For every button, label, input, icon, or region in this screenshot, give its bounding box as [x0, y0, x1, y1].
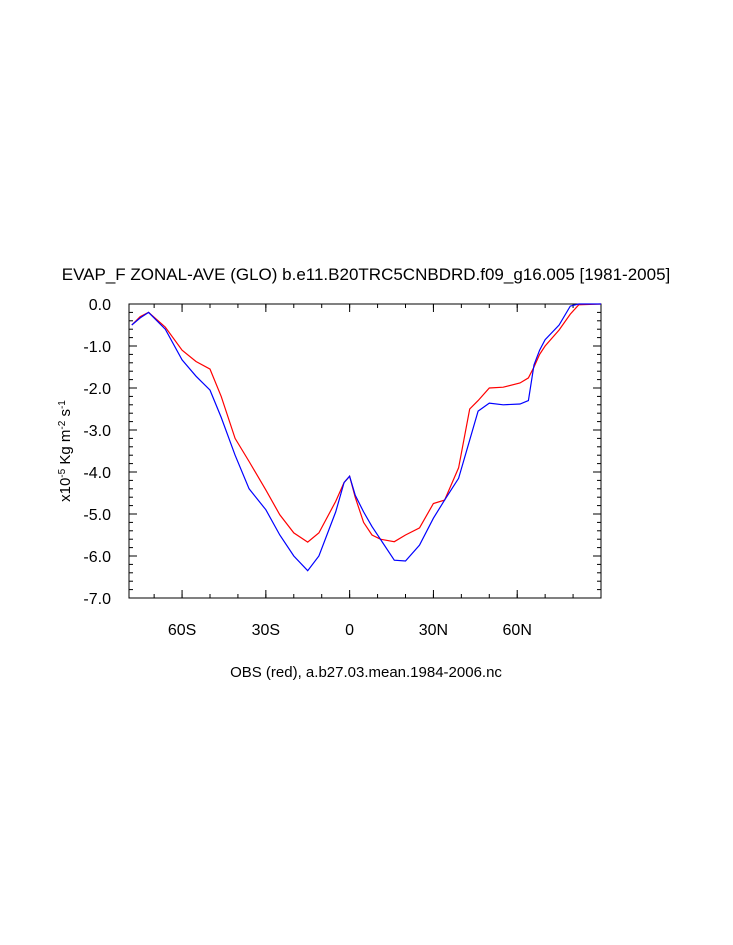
y-axis-label-part: -5 [57, 468, 68, 477]
x-tick-label: 30S [252, 622, 280, 639]
y-axis-label-part: x10 [57, 478, 74, 502]
y-tick-label: -5.0 [83, 507, 111, 524]
data-line [131, 303, 601, 572]
y-tick-label: -2.0 [83, 381, 111, 398]
y-axis-label-part: Kg m [57, 430, 74, 469]
y-tick-label: -7.0 [83, 591, 111, 608]
y-tick-label: -4.0 [83, 465, 111, 482]
plot-frame [128, 303, 602, 599]
chart-title: EVAP_F ZONAL-AVE (GLO) b.e11.B20TRC5CNBD… [62, 265, 671, 284]
y-tick-label: -6.0 [83, 549, 111, 566]
data-line [131, 303, 602, 543]
x-tick-label: 0 [345, 622, 354, 639]
x-axis-label: OBS (red), a.b27.03.mean.1984-2006.nc [230, 664, 502, 681]
y-axis-label: x10-5 Kg m-2 s-1 [57, 400, 75, 502]
y-tick-label: -1.0 [83, 339, 111, 356]
y-axis-label-part: s [57, 409, 74, 421]
x-tick-label: 30N [419, 622, 448, 639]
y-tick-label: 0.0 [89, 297, 111, 314]
y-axis-label-part: -2 [57, 420, 68, 429]
x-tick-label: 60N [503, 622, 532, 639]
y-tick-label: -3.0 [83, 423, 111, 440]
y-axis-label-part: -1 [57, 400, 68, 409]
x-tick-label: 60S [168, 622, 196, 639]
